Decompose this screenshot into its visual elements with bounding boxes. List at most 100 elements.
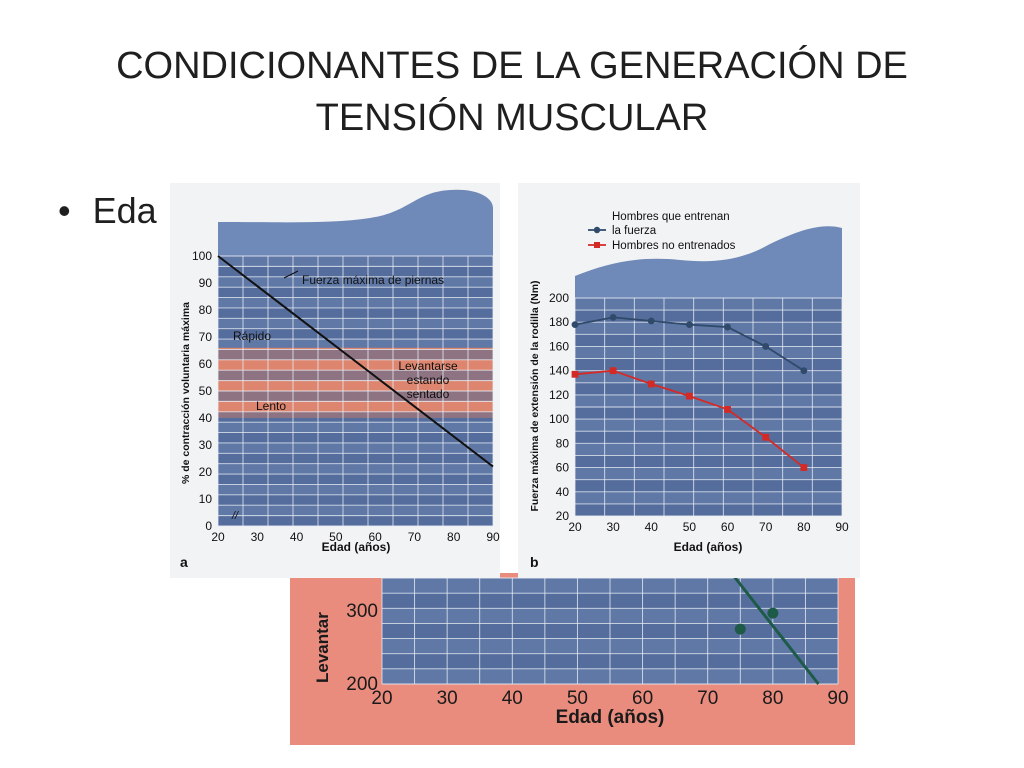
chart-b-point-trained (571, 321, 579, 329)
chart-a-y-tick-label: 0 (205, 519, 212, 533)
grid-stripe (575, 407, 842, 420)
legend-trained-label-1: Hombres que entrenan (612, 211, 730, 223)
legend-untrained-marker (594, 242, 600, 248)
chart-b-point-untrained (571, 370, 579, 378)
chart-c-x-tick-label: 40 (502, 688, 523, 709)
chart-c-partial: 20 30 40 50 60 70 80 90 200 300 Levantar Edad (a… (290, 573, 855, 745)
chart-a-ylabel: % de contracción voluntaria máxima (180, 302, 192, 484)
chart-a-y-tick-label: 30 (199, 438, 213, 452)
chart-b-y-tick-label: 100 (549, 412, 569, 426)
grid-stripe (218, 266, 493, 277)
chart-b-x-tick-label: 20 (568, 520, 582, 534)
chart-b-point-untrained (609, 367, 617, 375)
chart-a-cap (218, 189, 493, 256)
grid-stripe (575, 310, 842, 323)
bullet-text: Eda (92, 190, 157, 231)
chart-b-point-trained (686, 321, 693, 329)
chart-a-y-tick-label: 70 (199, 330, 213, 344)
grid-stripe (218, 432, 493, 443)
chart-b-y-tick-label: 200 (549, 291, 569, 305)
chart-a-strength-leader (283, 270, 299, 279)
chart-a-y-tick-label: 60 (199, 357, 213, 371)
grid-stripe (575, 503, 842, 516)
chart-a-strength-line (217, 255, 494, 468)
chart-a-x-tick-label: 90 (486, 530, 500, 544)
chart-a-y-tick-label: 20 (199, 465, 213, 479)
chart-b-point-trained (647, 317, 655, 325)
legend-trained-marker (593, 226, 601, 234)
chart-a-x-tick-label: 30 (251, 530, 265, 544)
chart-b-point-untrained (647, 380, 655, 388)
grid-stripe (218, 494, 493, 506)
slide-title: CONDICIONANTES DE LA GENERACIÓN DE TENSI… (60, 40, 964, 144)
chart-a-rise-label-3: sentado (407, 387, 450, 401)
bullet-item: • Eda (58, 190, 157, 232)
chart-a-x-tick-label: 20 (211, 530, 225, 544)
chart-b-point-untrained (762, 433, 770, 441)
chart-a-slow-label: Lento (256, 399, 286, 413)
grid-stripe (218, 370, 493, 381)
chart-b-legend: Hombres que entrenan la fuerza Hombres n… (588, 211, 736, 252)
chart-b-y-tick-label: 180 (549, 315, 569, 329)
chart-a-grid (217, 255, 494, 527)
chart-c-trend-line (732, 575, 820, 685)
grid-stripe (218, 287, 493, 298)
chart-c-x-tick-label: 60 (632, 688, 653, 709)
slide-title-line2: TENSIÓN MUSCULAR (315, 97, 709, 139)
chart-c-grid (381, 577, 839, 685)
chart-c-y-ticks: 200 300 (346, 601, 378, 695)
chart-b: 20 30 40 50 60 70 80 90 20 40 60 80 100 120 140 160 180… (518, 183, 860, 578)
chart-b-x-tick-label: 50 (683, 520, 697, 534)
chart-a-x-tick-label: 70 (408, 530, 422, 544)
grid-stripe (218, 474, 493, 485)
grid-stripe (575, 334, 842, 347)
chart-a-y-tick-label: 40 (199, 411, 213, 425)
chart-c-x-tick-label: 90 (827, 688, 848, 709)
chart-b-point-trained (762, 343, 770, 350)
chart-c-point (767, 607, 779, 619)
grid-stripe (575, 431, 842, 444)
grid-stripe (218, 349, 493, 360)
chart-c-y-tick-label: 300 (346, 601, 378, 622)
chart-a-panel-label: a (180, 554, 188, 570)
chart-b-x-tick-label: 90 (835, 520, 849, 534)
chart-b-x-tick-label: 60 (721, 520, 735, 534)
chart-a-y-tick-label: 50 (199, 384, 213, 398)
chart-b-point-trained (724, 323, 731, 331)
grid-stripe (575, 358, 842, 371)
chart-c-xlabel: Edad (años) (556, 707, 665, 728)
chart-a-x-tick-label: 50 (329, 530, 343, 544)
chart-a-x-tick-label: 60 (368, 530, 382, 544)
grid-stripe (218, 453, 493, 464)
grid-stripe (575, 455, 842, 468)
chart-c-points (734, 607, 779, 635)
chart-b-ylabel: Fuerza máxima de extensión de la rodilla… (529, 280, 541, 511)
chart-a-y-ticks: 0 10 20 30 40 50 60 70 80 90 100 (192, 249, 212, 533)
chart-b-y-tick-label: 80 (556, 436, 570, 450)
chart-b-cap (575, 226, 842, 298)
chart-a-fast-label: Rápido (233, 329, 271, 343)
chart-a-y-tick-label: 80 (199, 303, 213, 317)
chart-b-y-tick-label: 120 (549, 388, 569, 402)
grid-stripe (218, 328, 493, 340)
chart-b-xlabel: Edad (años) (674, 540, 743, 554)
chart-b-x-tick-label: 80 (797, 520, 811, 534)
chart-a-x-ticks: 20 30 40 50 60 70 80 90 (211, 530, 500, 544)
chart-b-y-tick-label: 60 (556, 461, 570, 475)
chart-c-x-tick-label: 50 (567, 688, 588, 709)
grid-stripe (218, 391, 493, 402)
chart-b-panel-label: b (530, 554, 539, 570)
legend-untrained-label: Hombres no entrenados (612, 240, 736, 252)
chart-a-y-tick-label: 100 (192, 249, 212, 263)
chart-a-rise-label-1: Levantarse (398, 359, 458, 373)
chart-b-y-tick-label: 160 (549, 339, 569, 353)
chart-a: Fuerza máxima de piernas Rápido Lento Le… (170, 183, 500, 578)
chart-c-x-ticks: 20 30 40 50 60 70 80 90 (371, 688, 848, 709)
chart-a-y-tick-label: 10 (199, 492, 213, 506)
chart-b-y-ticks: 20 40 60 80 100 120 140 160 180 200 (549, 291, 569, 523)
chart-b-point-untrained (800, 464, 808, 471)
chart-a-rise-label-2: estando (407, 373, 450, 387)
chart-c-x-tick-label: 80 (762, 688, 783, 709)
chart-a-x-tick-label: 40 (290, 530, 304, 544)
chart-b-point-untrained (724, 406, 731, 413)
